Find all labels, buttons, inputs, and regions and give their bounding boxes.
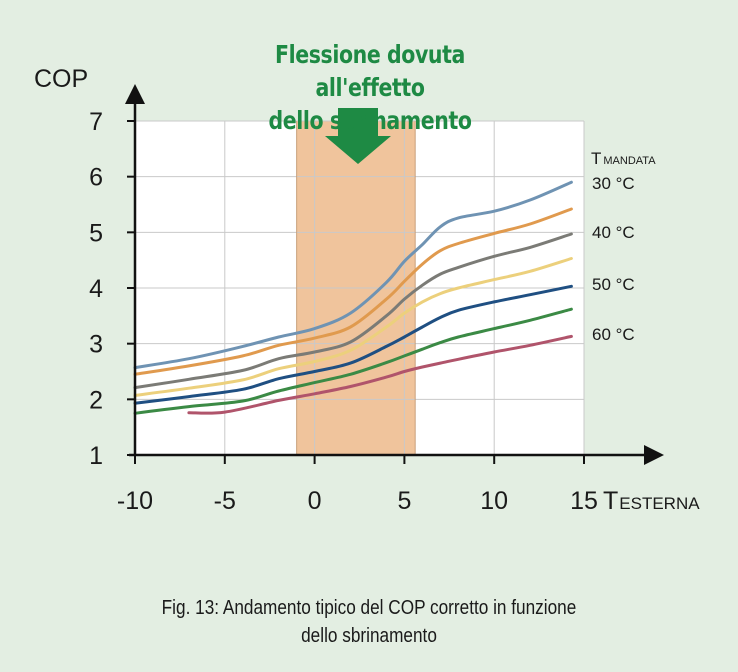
y-axis-label: COP — [34, 65, 88, 93]
series-line-7 — [187, 334, 573, 415]
annotation-line-1: Flessione dovuta all'effetto — [275, 40, 465, 102]
legend-label: 50 °C — [592, 275, 635, 294]
x-tick-label: 5 — [397, 487, 411, 515]
x-tick-label: 0 — [308, 487, 322, 515]
down-arrow-icon — [325, 108, 391, 164]
legend-title: T MANDATA — [591, 149, 656, 168]
annotation-line-2: dello sbrinamento — [268, 106, 472, 135]
y-axis-arrow-icon — [125, 84, 145, 104]
x-axis-label: TESTERNA — [603, 487, 700, 515]
x-axis-label-main: T — [603, 487, 618, 515]
legend-label: 40 °C — [592, 223, 635, 242]
y-tick-label: 4 — [89, 275, 103, 303]
legend-title-sub: MANDATA — [603, 155, 656, 167]
series-line-5 — [133, 284, 573, 405]
legend-title-main: T — [591, 149, 601, 168]
x-axis-arrow-icon — [644, 445, 664, 465]
y-tick-label: 3 — [89, 331, 103, 359]
x-tick-label: 10 — [480, 487, 508, 515]
y-tick-label: 7 — [89, 108, 103, 136]
series-line-1 — [133, 180, 573, 370]
x-tick-label: -5 — [214, 487, 236, 515]
caption-line-2: dello sbrinamento — [301, 625, 437, 647]
y-tick-label: 2 — [89, 386, 103, 414]
legend-label: 30 °C — [592, 174, 635, 193]
series-line-6 — [133, 307, 573, 415]
y-tick-label: 6 — [89, 164, 103, 192]
legend-label: 60 °C — [592, 325, 635, 344]
x-axis-label-sub: ESTERNA — [619, 494, 700, 513]
series-line-3 — [133, 232, 573, 390]
series-line-4 — [133, 257, 573, 397]
series-line-2 — [133, 207, 573, 376]
y-tick-label: 1 — [89, 442, 103, 470]
y-tick-label: 5 — [89, 219, 103, 247]
caption-line-1: Fig. 13: Andamento tipico del COP corret… — [161, 597, 577, 619]
defrost-annotation: Flessione dovuta all'effetto dello sbrin… — [222, 38, 517, 137]
figure-caption: Fig. 13: Andamento tipico del COP corret… — [111, 594, 627, 650]
x-tick-label: 15 — [570, 487, 598, 515]
x-tick-label: -10 — [117, 487, 153, 515]
